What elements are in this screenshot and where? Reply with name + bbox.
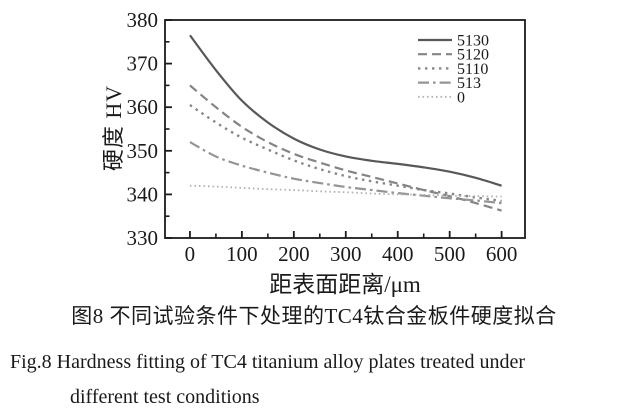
y-tick-label: 380: [127, 8, 159, 32]
series-5110-line: [189, 104, 502, 203]
x-tick-label: 300: [330, 242, 362, 266]
x-tick-label: 100: [226, 242, 258, 266]
series-5130-line: [189, 34, 502, 187]
caption-english-line2: different test conditions: [70, 386, 260, 408]
y-tick-label: 340: [127, 182, 159, 206]
legend-label-513: 513: [457, 75, 481, 92]
series-513-line: [189, 141, 502, 205]
x-tick-label: 600: [486, 242, 518, 266]
x-tick-label: 500: [434, 242, 466, 266]
x-tick-label: 0: [185, 242, 196, 266]
y-tick-label: 360: [127, 95, 159, 119]
y-tick-label: 330: [127, 226, 159, 250]
y-tick-label: 350: [127, 139, 159, 163]
series-5120-line: [189, 84, 502, 212]
x-axis-title: 距表面距离/μm: [269, 272, 421, 297]
legend-label-5130: 5130: [457, 33, 489, 50]
series-0-line: [189, 184, 502, 198]
x-tick-label: 200: [278, 242, 310, 266]
x-tick-label: 400: [382, 242, 414, 266]
caption-chinese: 图8 不同试验条件下处理的TC4钛合金板件硬度拟合: [71, 304, 557, 328]
legend-label-0: 0: [457, 89, 465, 106]
y-tick-label: 370: [127, 52, 159, 76]
legend-label-5120: 5120: [457, 47, 489, 64]
caption-english-line1: Fig.8 Hardness fitting of TC4 titanium a…: [10, 351, 526, 373]
y-axis-title: 硬度 HV: [101, 84, 126, 172]
legend-label-5110: 5110: [457, 61, 488, 78]
hardness-chart: 0 100 200 300 400 500 600 330 340 350 360 370 380 513…: [127, 8, 526, 266]
